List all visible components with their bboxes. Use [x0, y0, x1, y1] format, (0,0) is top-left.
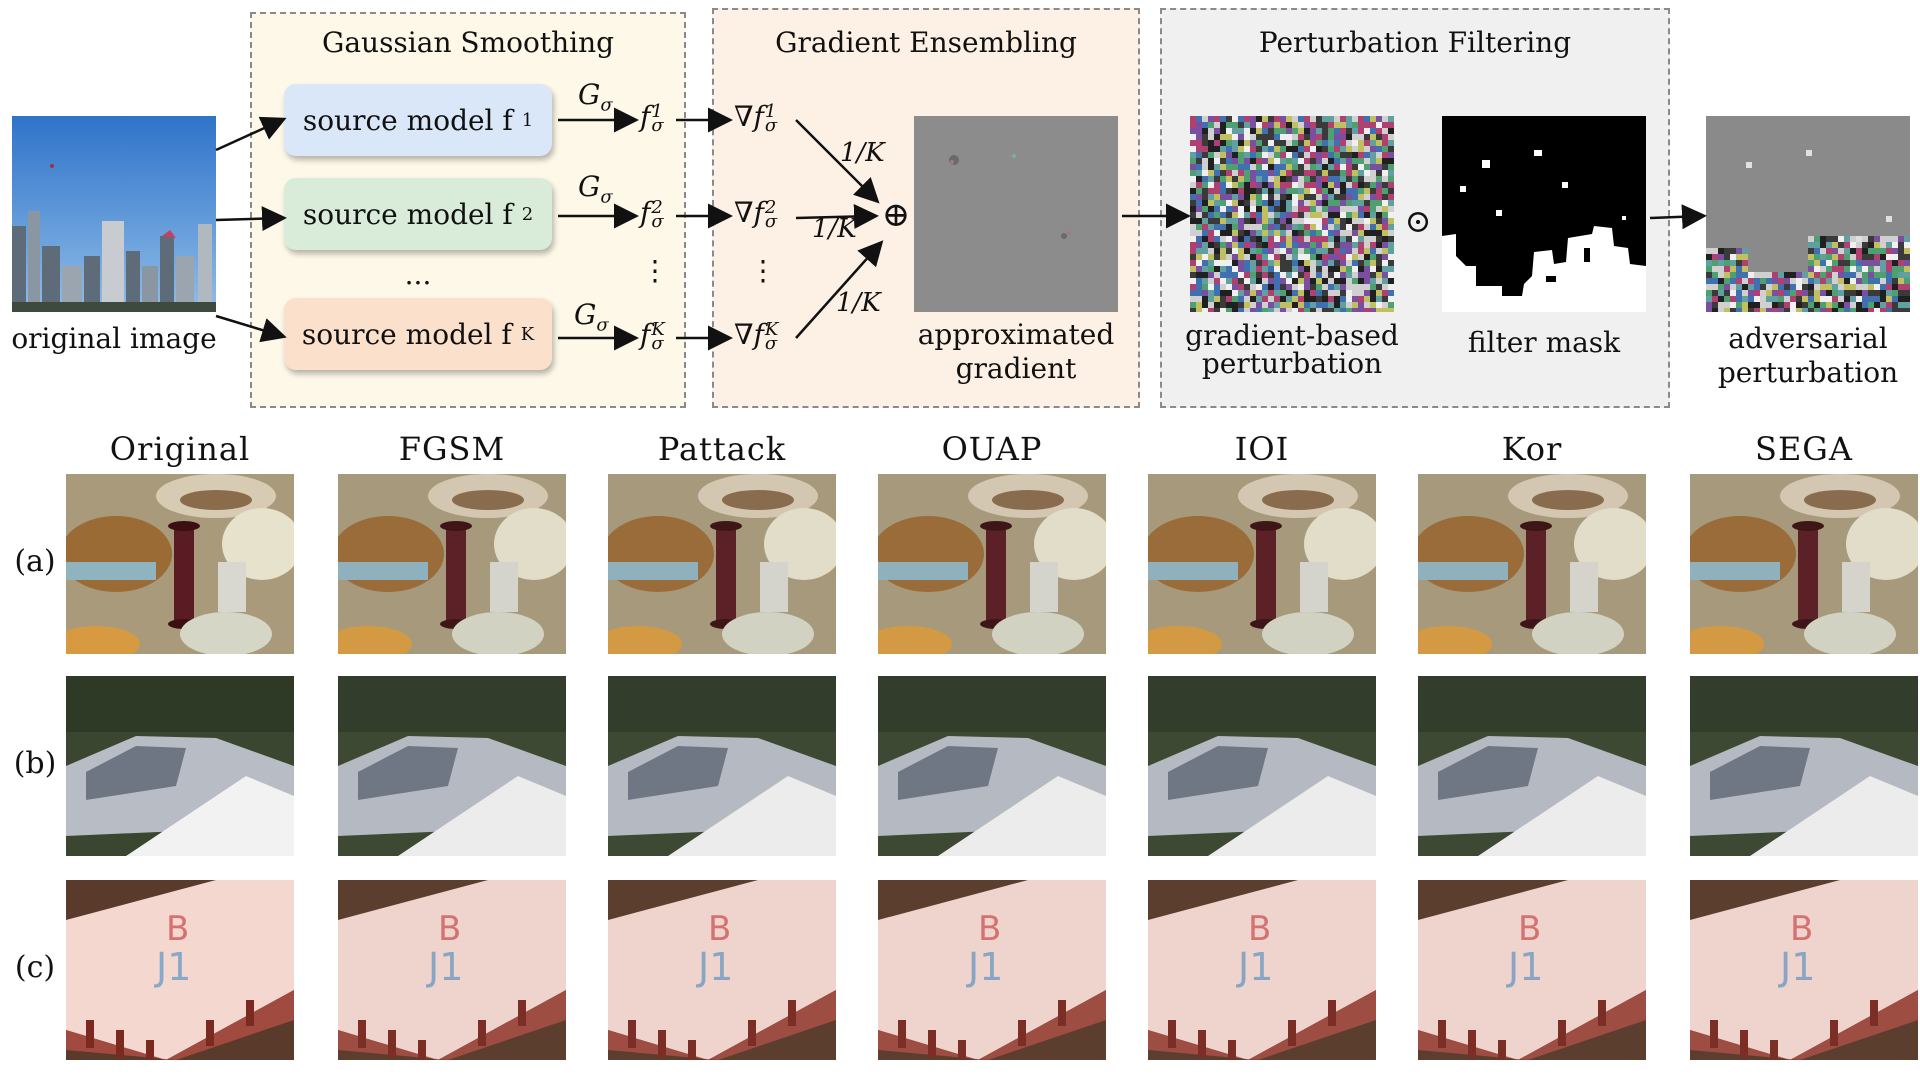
source-model-k-label: source model f: [301, 317, 512, 351]
models-ellipsis: ...: [404, 258, 432, 291]
sample-image-a-original: [66, 474, 294, 654]
sample-image-c-sega: B J1: [1690, 880, 1918, 1060]
sample-image-c-ouap: B J1: [878, 880, 1106, 1060]
adversarial-perturbation-image: [1706, 116, 1910, 312]
sample-image-a-pattack: [608, 474, 836, 654]
section-title-ensembling: Gradient Ensembling: [775, 26, 1077, 59]
sample-image-a-ioi: [1148, 474, 1376, 654]
svg-text:J1: J1: [1778, 945, 1815, 989]
sample-image-b-kor: [1418, 676, 1646, 856]
g-sigma-op-1: Gσ: [578, 78, 613, 116]
svg-text:J1: J1: [426, 945, 463, 989]
g-sigma-op-k: Gσ: [574, 298, 609, 336]
sample-image-c-ioi: B J1: [1148, 880, 1376, 1060]
sample-image-c-kor: B J1: [1418, 880, 1646, 1060]
column-header-ioi: IOI: [1234, 430, 1290, 468]
svg-text:J1: J1: [1236, 945, 1273, 989]
row-label-1: (b): [13, 746, 57, 781]
sample-image-b-ouap: [878, 676, 1106, 856]
approximated-gradient-label: approximated gradient: [917, 318, 1115, 385]
original-image-label: original image: [11, 322, 217, 355]
row-label-0: (a): [14, 544, 56, 579]
odot-symbol: ⊙: [1404, 202, 1432, 240]
section-title-filtering: Perturbation Filtering: [1258, 26, 1572, 59]
source-model-1-sup: 1: [521, 109, 534, 131]
g-sigma-op-2: Gσ: [578, 170, 613, 208]
sample-image-a-fgsm: [338, 474, 566, 654]
sample-image-c-original: B J1: [66, 880, 294, 1060]
column-header-kor: Kor: [1501, 430, 1563, 468]
svg-text:B: B: [708, 909, 731, 949]
filter-mask-label: filter mask: [1467, 326, 1621, 359]
source-model-1-label: source model f: [302, 103, 513, 137]
column-header-sega: SEGA: [1755, 430, 1853, 468]
svg-text:B: B: [438, 909, 461, 949]
svg-text:B: B: [978, 909, 1001, 949]
row-label-2: (c): [14, 950, 56, 985]
adversarial-perturbation-label: adversarial perturbation: [1717, 322, 1899, 389]
filter-mask-image: [1442, 116, 1646, 312]
source-model-2-sup: 2: [521, 203, 534, 225]
svg-text:B: B: [1518, 909, 1541, 949]
svg-text:J1: J1: [1506, 945, 1543, 989]
approximated-gradient-image: [914, 116, 1118, 312]
svg-text:J1: J1: [154, 945, 191, 989]
gradient-based-perturbation-label: gradient-based perturbation: [1185, 319, 1399, 380]
source-model-1: source model f 1: [284, 84, 552, 156]
column-header-fgsm: FGSM: [398, 430, 506, 468]
sample-image-c-pattack: B J1: [608, 880, 836, 1060]
sample-image-b-original: [66, 676, 294, 856]
svg-text:B: B: [166, 909, 189, 949]
sample-image-b-ioi: [1148, 676, 1376, 856]
smoothed-vdots: ⋮: [641, 254, 669, 287]
sample-image-b-sega: [1690, 676, 1918, 856]
original-image: [12, 116, 216, 312]
sample-image-b-fgsm: [338, 676, 566, 856]
section-title-smoothing: Gaussian Smoothing: [321, 26, 615, 59]
source-model-2-label: source model f: [302, 197, 513, 231]
sample-image-a-kor: [1418, 474, 1646, 654]
svg-text:J1: J1: [966, 945, 1003, 989]
source-model-k-sup: K: [520, 323, 535, 345]
svg-text:J1: J1: [696, 945, 733, 989]
weight-label-k: 1/K: [836, 288, 881, 318]
gradient-based-perturbation-image: [1190, 116, 1394, 312]
gradient-vdots: ⋮: [749, 254, 777, 287]
column-header-ouap: OUAP: [941, 430, 1043, 468]
weight-label-2: 1/K: [812, 214, 857, 244]
column-header-pattack: Pattack: [657, 430, 787, 468]
source-model-k: source model f K: [284, 298, 552, 370]
sample-image-a-sega: [1690, 474, 1918, 654]
svg-text:B: B: [1248, 909, 1271, 949]
column-header-original: Original: [109, 430, 251, 468]
gradient-2: ∇f 2 σ: [734, 196, 778, 232]
sample-image-b-pattack: [608, 676, 836, 856]
gradient-1: ∇f 1 σ: [734, 100, 778, 136]
weight-label-1: 1/K: [840, 138, 885, 168]
svg-text:B: B: [1790, 909, 1813, 949]
source-model-2: source model f 2: [284, 178, 552, 250]
oplus-symbol: ⊕: [881, 195, 911, 235]
sample-image-a-ouap: [878, 474, 1106, 654]
pipeline-arrows: [215, 107, 1707, 351]
sample-image-c-fgsm: B J1: [338, 880, 566, 1060]
